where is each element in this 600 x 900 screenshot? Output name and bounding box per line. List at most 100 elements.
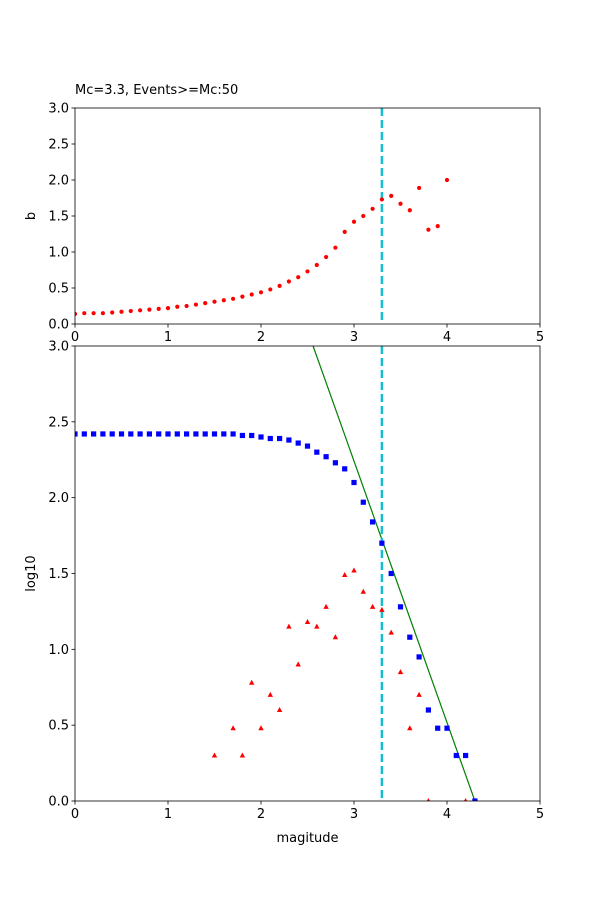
data-point — [175, 304, 180, 309]
data-point — [230, 725, 236, 731]
data-point — [360, 588, 366, 594]
x-tick-label: 0 — [71, 330, 79, 345]
data-point — [314, 623, 320, 629]
data-point — [304, 619, 311, 625]
y-tick-label: 0.5 — [48, 719, 69, 734]
data-point — [323, 454, 329, 460]
y-tick-label: 0.0 — [48, 318, 69, 333]
data-point — [165, 306, 171, 311]
data-point — [342, 229, 347, 234]
data-point — [416, 691, 422, 697]
data-point — [304, 443, 311, 449]
data-point — [91, 311, 96, 316]
data-point — [379, 606, 385, 612]
data-point — [165, 431, 171, 437]
data-point — [268, 287, 273, 292]
data-point — [426, 227, 431, 232]
y-tick-label: 2.5 — [48, 415, 69, 430]
data-point — [203, 301, 208, 306]
x-tick-label: 2 — [257, 807, 265, 822]
data-point — [100, 431, 106, 437]
data-point — [249, 679, 255, 685]
x-tick-label: 4 — [443, 330, 451, 345]
data-point — [75, 311, 78, 317]
data-point — [81, 431, 87, 437]
x-tick-label: 2 — [257, 330, 265, 345]
data-point — [119, 309, 124, 314]
data-point — [221, 431, 227, 437]
data-point — [295, 440, 301, 446]
data-point — [407, 725, 413, 731]
data-point — [240, 294, 245, 299]
data-point — [360, 499, 366, 505]
data-point — [435, 223, 440, 229]
data-point — [333, 245, 338, 250]
y-axis-label: b — [24, 212, 39, 220]
data-point — [128, 308, 133, 314]
data-point — [426, 798, 431, 801]
data-point — [184, 303, 189, 309]
y-tick-label: 1.5 — [48, 210, 69, 225]
data-point — [435, 725, 441, 731]
data-point — [239, 432, 245, 439]
data-point — [379, 540, 385, 546]
data-point — [463, 752, 469, 759]
data-point — [193, 302, 198, 307]
data-point — [156, 306, 161, 311]
data-point — [314, 262, 319, 268]
plot-area — [75, 346, 478, 801]
data-point — [277, 283, 282, 288]
data-point — [444, 177, 450, 183]
data-point — [249, 432, 255, 439]
data-point — [295, 661, 301, 667]
y-tick-label: 2.5 — [48, 138, 69, 153]
data-point — [379, 197, 384, 202]
data-point — [230, 431, 236, 437]
data-point — [398, 201, 403, 206]
data-point — [258, 725, 264, 731]
b-value-axes: 0 1 2 3 4 5 0.0 0.5 1.0 1.5 2.0 2.5 3.0 Mc=3.3, Event… — [24, 83, 544, 345]
data-point — [472, 798, 478, 801]
data-point — [416, 654, 422, 660]
data-point — [332, 634, 339, 640]
data-point — [91, 431, 97, 437]
y-tick-label: 3.0 — [48, 340, 69, 355]
data-point — [137, 431, 143, 437]
data-point — [417, 185, 422, 191]
data-point — [342, 466, 348, 472]
y-tick-label: 0.5 — [48, 282, 69, 297]
data-point — [286, 623, 292, 629]
data-point — [156, 431, 162, 437]
data-point — [332, 460, 338, 466]
series-b-value — [75, 177, 450, 317]
data-point — [109, 431, 115, 437]
data-point — [267, 691, 273, 697]
data-point — [369, 603, 376, 609]
data-point — [361, 213, 366, 219]
data-point — [147, 307, 152, 312]
y-tick-label: 2.0 — [48, 174, 69, 189]
data-point — [239, 752, 246, 758]
data-point — [397, 604, 404, 610]
series-non-cumulative — [211, 567, 468, 801]
data-point — [388, 629, 394, 635]
y-tick-label: 1.0 — [48, 246, 69, 261]
data-point — [425, 707, 431, 713]
data-point — [370, 206, 375, 211]
x-tick-label: 4 — [443, 807, 451, 822]
data-point — [351, 479, 357, 486]
data-point — [305, 269, 310, 274]
frequency-magnitude-axes: 0 1 2 3 4 5 0.0 0.5 1.0 1.5 2.0 2.5 3.0 magitude log10 — [24, 340, 544, 847]
data-point — [75, 431, 78, 437]
data-point — [286, 279, 291, 284]
data-point — [146, 431, 152, 437]
data-point — [138, 308, 143, 313]
data-point — [258, 434, 264, 440]
data-point — [453, 752, 459, 759]
data-point — [267, 435, 273, 442]
x-tick-label: 3 — [350, 330, 358, 345]
y-tick-label: 1.5 — [48, 567, 69, 582]
data-point — [397, 669, 404, 675]
data-point — [388, 570, 394, 577]
data-point — [118, 431, 125, 437]
